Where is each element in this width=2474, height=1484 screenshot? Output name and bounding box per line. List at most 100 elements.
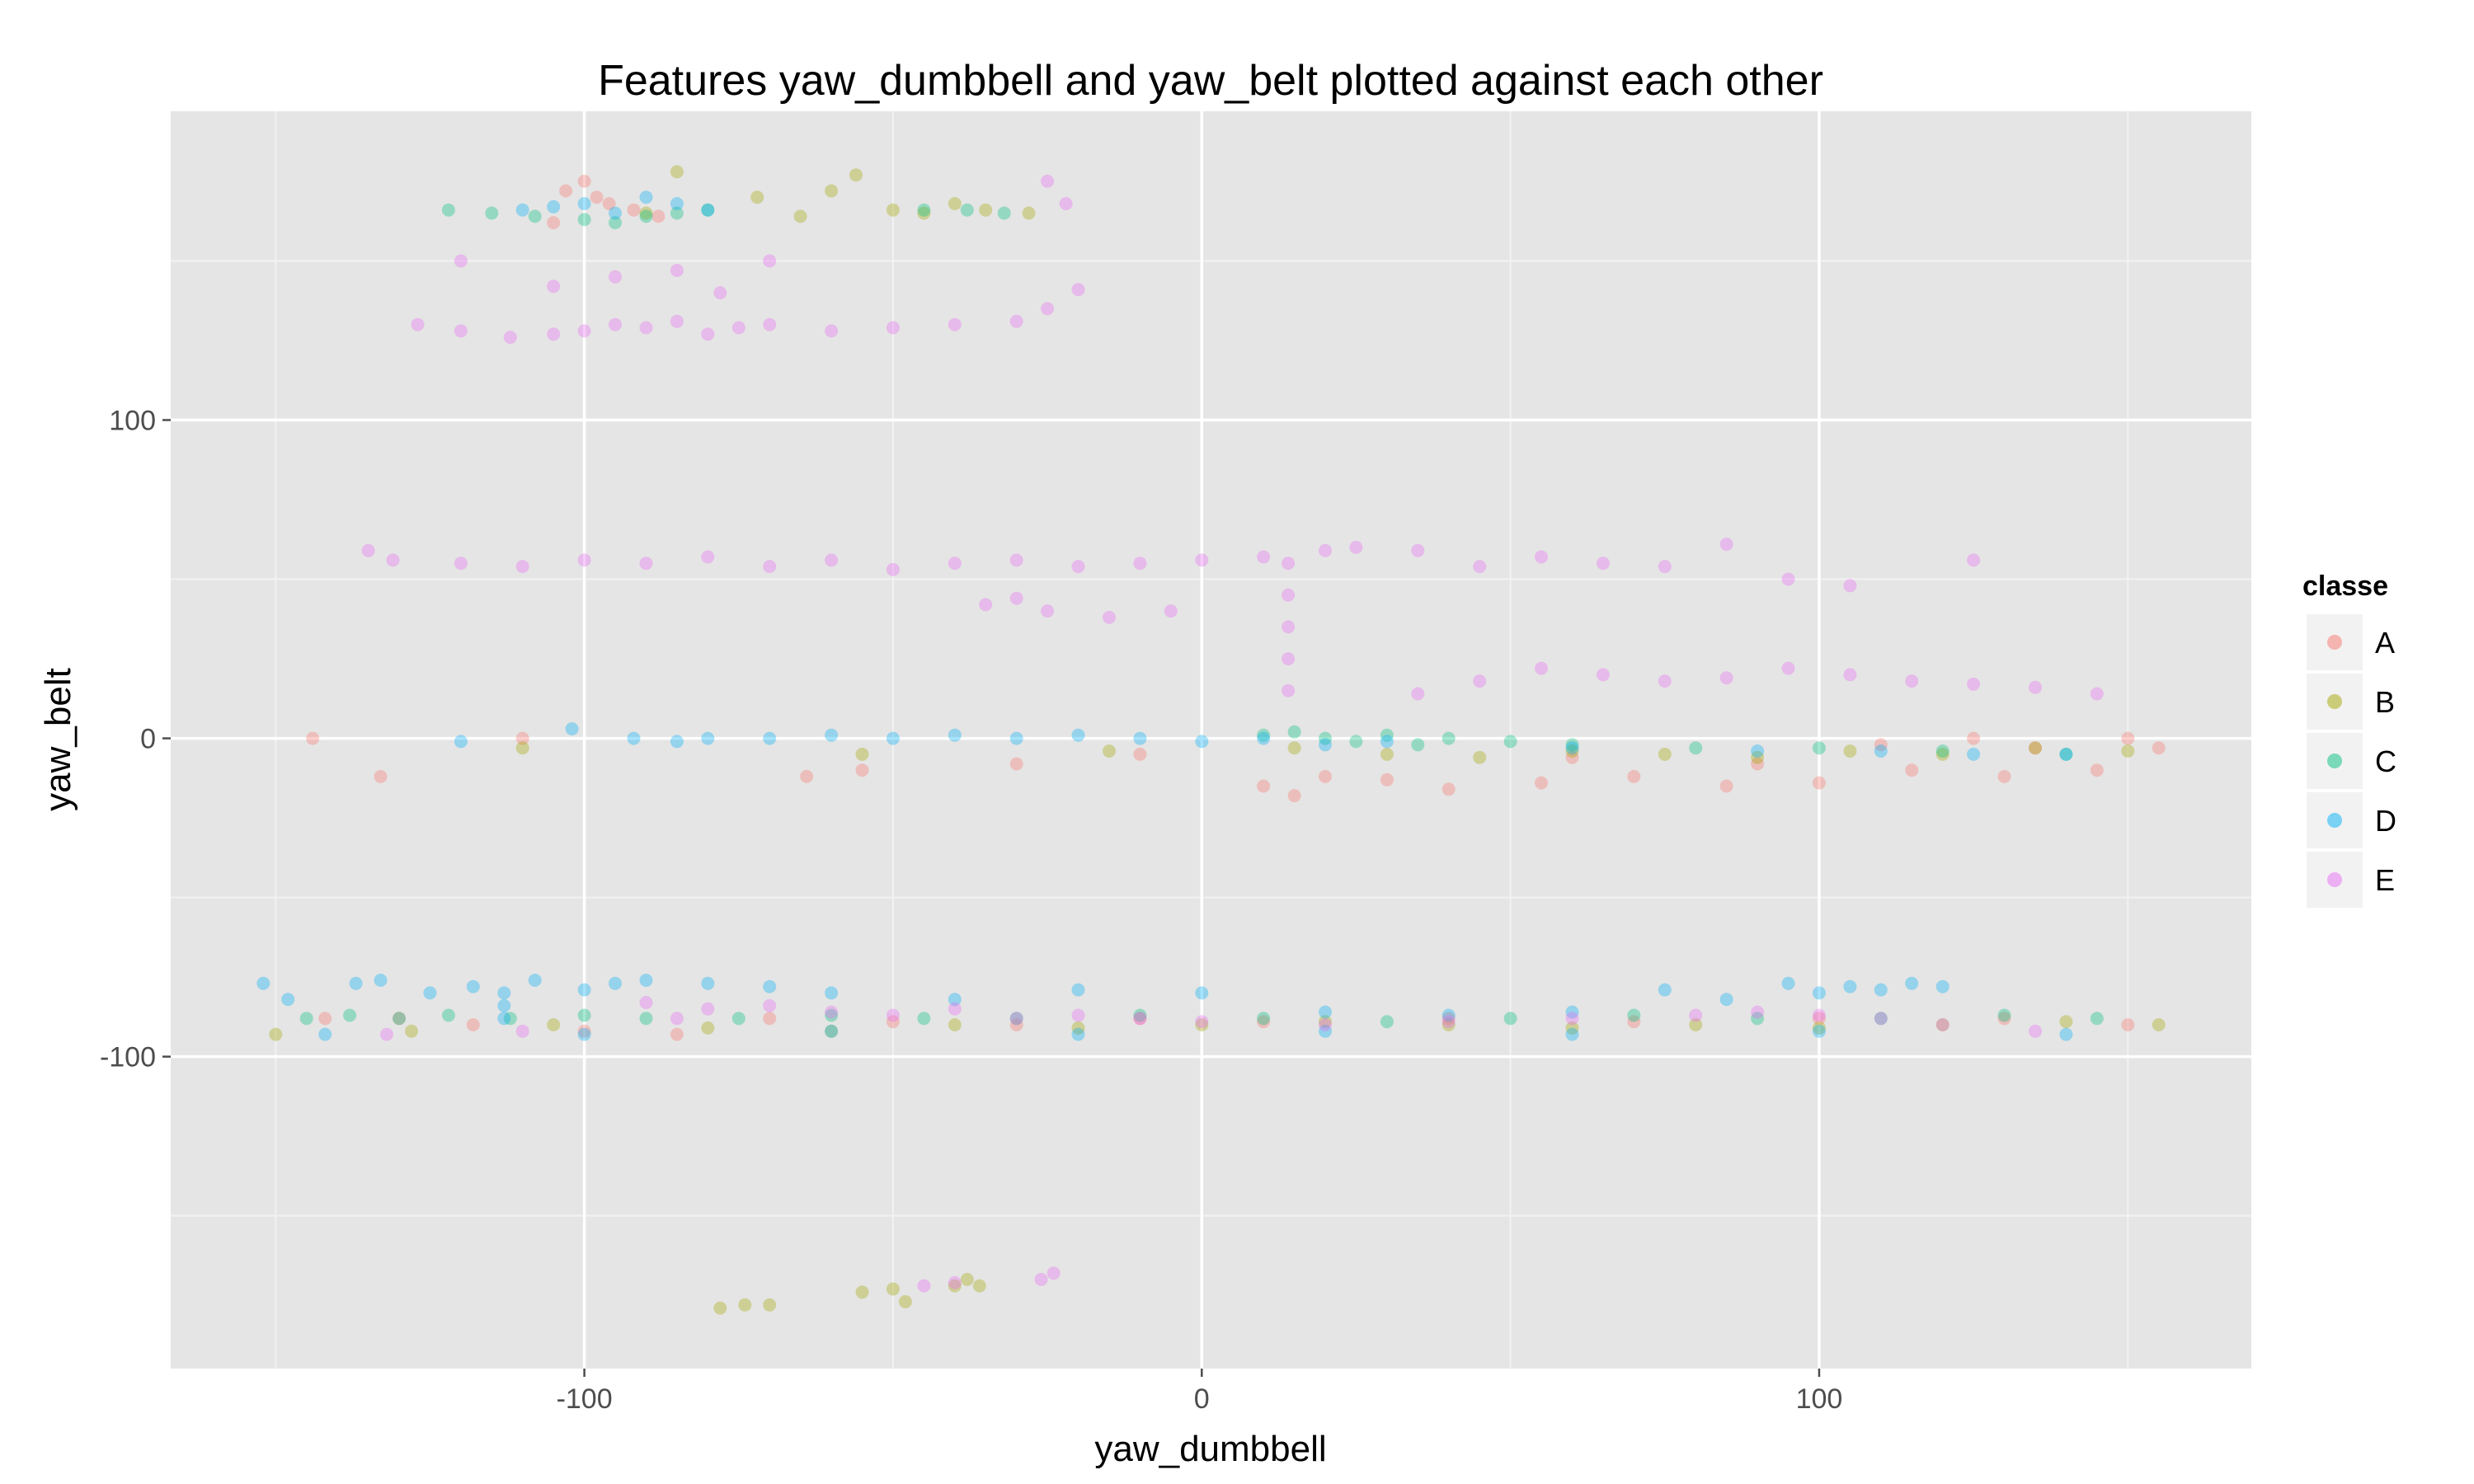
data-point-c (1380, 1015, 1394, 1029)
data-point-a (1442, 1012, 1456, 1026)
chart-title: Features yaw_dumbbell and yaw_belt plott… (598, 57, 1823, 105)
data-point-a (627, 203, 641, 217)
data-point-c (393, 1012, 406, 1026)
data-point-a (1812, 1012, 1826, 1026)
data-point-c (1812, 741, 1826, 755)
plot-panel (171, 111, 2251, 1369)
data-point-e (1319, 543, 1332, 557)
x-tick-label: 0 (1194, 1383, 1210, 1415)
data-point-b (1442, 1018, 1456, 1031)
data-point-c (960, 203, 974, 217)
data-point-e (1812, 1008, 1826, 1022)
data-point-e (1034, 1272, 1048, 1286)
data-point-b (1380, 747, 1394, 761)
data-point-d (466, 979, 480, 993)
data-point-e (1009, 1012, 1023, 1026)
data-point-e (886, 1008, 900, 1022)
data-point-e (1967, 553, 1981, 567)
data-point-a (2090, 763, 2104, 777)
data-point-e (1009, 591, 1023, 605)
data-point-d (670, 735, 684, 749)
data-point-e (1535, 661, 1548, 675)
data-point-b (855, 747, 869, 761)
data-point-e (1411, 543, 1425, 557)
data-point-c (343, 1008, 357, 1022)
data-point-b (670, 165, 684, 179)
data-point-a (559, 184, 573, 198)
data-point-d (515, 203, 529, 217)
data-point-c (441, 1008, 455, 1022)
data-point-d (1781, 976, 1795, 990)
data-point-e (1658, 560, 1672, 574)
data-point-e (503, 331, 517, 345)
data-point-c (441, 203, 455, 217)
data-point-d (1380, 735, 1394, 749)
data-point-b (825, 184, 839, 198)
data-point-b (849, 168, 863, 182)
data-point-d (639, 190, 653, 204)
data-point-e (1164, 604, 1178, 618)
data-point-d (1565, 741, 1579, 755)
data-point-e (1843, 579, 1857, 593)
data-point-d (349, 976, 363, 990)
data-point-c (1349, 735, 1363, 749)
data-point-d (701, 976, 715, 990)
data-point-d (577, 197, 591, 210)
data-point-a (1967, 731, 1981, 745)
data-point-a (1565, 750, 1579, 764)
data-point-e (731, 321, 745, 335)
data-point-e (1041, 604, 1055, 618)
data-point-b (1319, 1015, 1332, 1029)
data-point-a (1257, 1015, 1271, 1029)
data-point-e (1282, 683, 1296, 697)
data-point-e (979, 598, 993, 612)
data-point-b (1658, 747, 1672, 761)
data-point-b (701, 1021, 715, 1035)
data-point-d (763, 731, 777, 745)
data-point-e (454, 556, 468, 571)
data-point-a (393, 1012, 406, 1026)
data-point-b (979, 203, 993, 217)
data-point-c (1997, 1008, 2011, 1022)
data-point-e (670, 264, 684, 277)
data-point-d (1874, 744, 1888, 758)
data-point-b (515, 741, 529, 755)
data-point-e (1047, 1266, 1061, 1280)
data-point-c (528, 209, 542, 223)
data-point-b (886, 1282, 900, 1296)
data-point-d (1843, 979, 1857, 993)
data-point-e (639, 996, 653, 1009)
data-point-a (651, 209, 666, 223)
data-point-e (1473, 560, 1487, 574)
minor-gridlines (171, 111, 2251, 1369)
data-point-a (855, 763, 869, 777)
legend-label-e: E (2375, 863, 2395, 897)
data-point-e (825, 553, 839, 567)
data-point-c (1257, 728, 1271, 742)
legend-swatch-a (2327, 635, 2342, 650)
data-point-e (1874, 1012, 1888, 1026)
data-point-e (1059, 197, 1073, 210)
data-point-b (1935, 747, 1950, 761)
data-point-e (1442, 1015, 1456, 1029)
data-point-e (454, 324, 468, 338)
legend-swatch-d (2327, 813, 2342, 828)
data-point-e (547, 279, 561, 294)
data-point-d (948, 728, 962, 742)
data-point-d (1874, 983, 1888, 997)
data-point-e (454, 254, 468, 268)
data-point-d (1071, 1027, 1085, 1041)
data-point-d (2059, 747, 2073, 761)
data-point-b (639, 206, 653, 220)
data-point-b (713, 1301, 727, 1315)
data-point-b (1935, 1018, 1950, 1031)
data-point-d (1319, 1005, 1332, 1019)
data-point-c (1257, 1012, 1271, 1026)
data-point-d (948, 993, 962, 1007)
data-point-c (485, 206, 499, 220)
y-tick-label: 0 (140, 724, 156, 755)
legend-title: classe (2302, 571, 2388, 602)
legend-swatch-c (2327, 754, 2342, 768)
data-point-e (1195, 553, 1209, 567)
